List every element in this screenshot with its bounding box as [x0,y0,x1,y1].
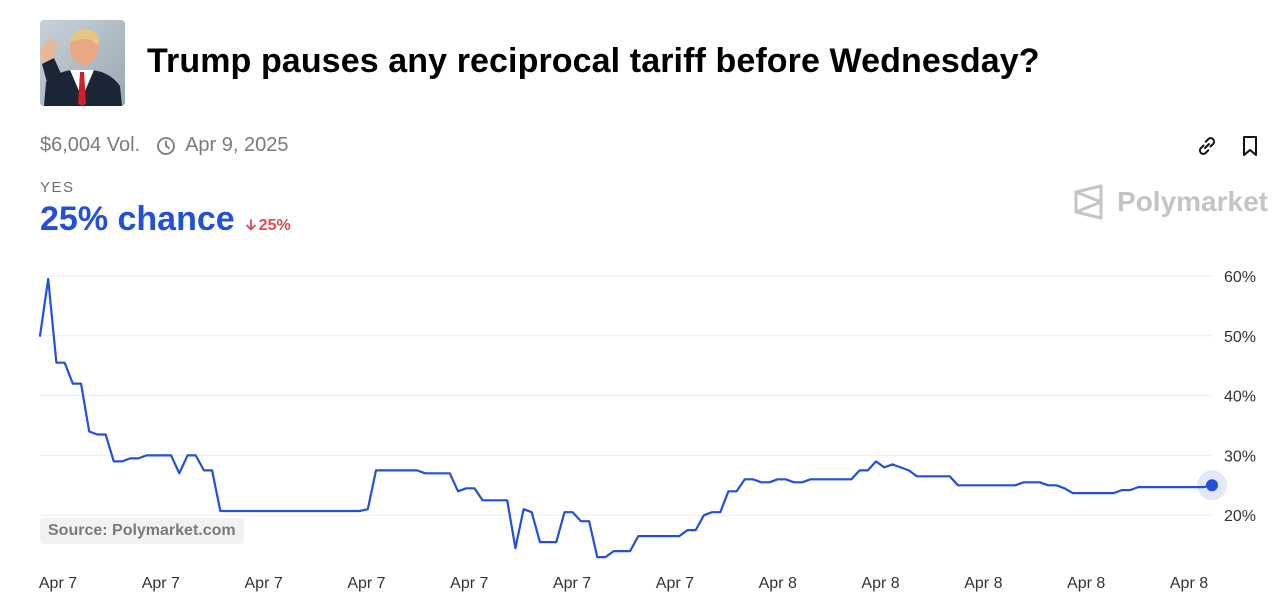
market-image [40,20,125,106]
y-tick-label: 50% [1224,329,1256,346]
x-tick-label: Apr 8 [1067,575,1105,592]
market-meta: $6,004 Vol. Apr 9, 2025 [40,134,289,157]
market-image-portrait [40,20,125,106]
x-tick-label: Apr 8 [1170,575,1208,592]
link-icon[interactable] [1195,134,1219,163]
polymarket-watermark: Polymarket [1073,184,1268,220]
y-tick-label: 20% [1224,508,1256,525]
x-tick-label: Apr 7 [450,575,488,592]
clock-icon [156,136,176,156]
volume-text: $6,004 Vol. [40,134,141,156]
outcome-label: YES [40,179,75,196]
y-tick-label: 60% [1224,269,1256,286]
chance-row: 25% chance 25% [40,200,291,239]
last-point [1206,479,1218,492]
series-line [38,277,1214,559]
polymarket-logo-icon [1074,184,1103,220]
x-tick-label: Apr 7 [39,575,77,592]
brand-name: Polymarket [1117,186,1268,217]
x-tick-label: Apr 7 [347,575,385,592]
chance-value: 25% chance [40,200,235,238]
x-tick-label: Apr 7 [656,575,694,592]
x-tick-label: Apr 7 [142,575,180,592]
source-label: Source: Polymarket.com [40,518,244,544]
change-value: 25% [258,217,291,234]
market-actions [1195,134,1261,163]
x-tick-label: Apr 8 [964,575,1002,592]
market-title: Trump pauses any reciprocal tariff befor… [147,42,1040,80]
bookmark-icon[interactable] [1239,134,1261,163]
x-tick-label: Apr 7 [245,575,283,592]
x-tick-label: Apr 8 [861,575,899,592]
x-tick-label: Apr 7 [553,575,591,592]
arrow-down-icon [245,219,256,231]
y-tick-label: 40% [1224,389,1256,406]
end-date: Apr 9, 2025 [185,134,289,156]
change-badge: 25% [245,217,291,235]
y-tick-label: 30% [1224,448,1256,465]
x-tick-label: Apr 8 [759,575,797,592]
